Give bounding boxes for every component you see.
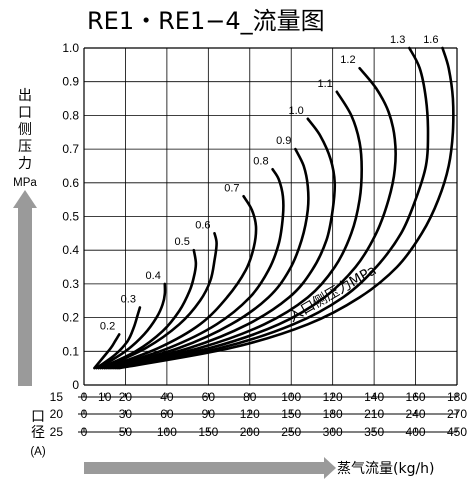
curve-1.6 (117, 46, 455, 370)
curve-0.2 (93, 333, 121, 370)
curve-label: 0.4 (146, 270, 161, 282)
curve-label: 0.9 (276, 135, 291, 147)
y-tick-label: 0.1 (62, 344, 79, 358)
y-label-char: 侧 (18, 122, 32, 138)
port-size-value: 20 (50, 407, 64, 421)
y-tick-label: 0.2 (62, 311, 79, 325)
x-tick-label: 250 (281, 425, 301, 439)
x-tick-label: 270 (447, 407, 467, 421)
port-label-unit: (A) (30, 446, 46, 458)
x-tick-label: 90 (202, 407, 216, 421)
y-tick-label: 0.6 (62, 176, 79, 190)
curve-0.9 (107, 147, 310, 370)
x-tick-label: 120 (323, 390, 343, 404)
port-label-char: 径 (31, 425, 45, 441)
curve-1.0 (109, 117, 337, 370)
curve-0.5 (99, 248, 198, 370)
x-tick-label: 60 (202, 390, 216, 404)
curve-label: 0.8 (253, 155, 268, 167)
curve-label: 0.5 (175, 236, 190, 248)
x-tick-label: 150 (281, 407, 301, 421)
curve-0.8 (105, 168, 285, 370)
port-label-char: 口 (31, 409, 45, 425)
y-tick-label: 0.4 (62, 243, 79, 257)
curve-label: 1.2 (340, 54, 355, 66)
x-tick-label: 300 (323, 425, 343, 439)
x-tick-label: 200 (240, 425, 260, 439)
y-tick-label: 0.9 (62, 75, 79, 89)
y-label-unit: MPa (13, 177, 37, 189)
x-tick-label: 150 (198, 425, 218, 439)
y-label-char: 口 (18, 105, 32, 121)
x-tick-label: 210 (364, 407, 384, 421)
y-tick-label: 1.0 (62, 41, 79, 55)
curve-0.3 (95, 306, 142, 370)
y-label-char: 出 (18, 88, 32, 104)
x-tick-label: 180 (323, 407, 343, 421)
y-label-char: 力 (18, 156, 32, 172)
x-tick-label: 100 (281, 390, 301, 404)
x-tick-label: 10 (98, 390, 112, 404)
x-tick-label: 160 (406, 390, 426, 404)
x-tick-label: 0 (81, 425, 88, 439)
x-tick-label: 450 (447, 425, 467, 439)
x-axis-label: 蒸气流量(kg/h) (337, 461, 435, 477)
port-size-value: 15 (50, 390, 64, 404)
curve-label: 1.1 (318, 78, 333, 90)
curve-label: 0.2 (100, 320, 115, 332)
y-tick-label: 0.8 (62, 108, 79, 122)
curve-1.3 (115, 46, 430, 370)
curve-0.4 (97, 282, 167, 370)
curve-label: 1.6 (423, 34, 438, 46)
curve-label: 0.7 (224, 182, 239, 194)
y-tick-label: 0 (72, 378, 79, 392)
chart-title: RE1・RE1−4_流量图 (87, 7, 325, 35)
x-tick-label: 140 (364, 390, 384, 404)
curve-1.2 (113, 66, 397, 370)
x-axis-arrow (84, 457, 336, 479)
y-axis-arrow (13, 190, 37, 386)
x-tick-label: 100 (157, 425, 177, 439)
curve-1.1 (111, 90, 364, 370)
curve-label: 0.3 (121, 293, 136, 305)
x-tick-label: 0 (81, 407, 88, 421)
curve-labels: 0.2 0.3 0.4 0.5 0.6 0.7 0.8 0.9 1.0 1.1 1.2 1.3 1.6 (100, 34, 439, 332)
x-tick-label: 20 (119, 390, 133, 404)
x-tick-label: 180 (447, 390, 467, 404)
x-tick-label: 40 (160, 390, 174, 404)
port-size-label: 口径 (A) (30, 409, 46, 458)
x-tick-label: 120 (240, 407, 260, 421)
x-tick-label: 400 (406, 425, 426, 439)
curve-label: 1.3 (390, 34, 405, 46)
port-size-value: 25 (50, 425, 64, 439)
grid (83, 47, 458, 386)
x-tick-label: 80 (243, 390, 257, 404)
curves (93, 46, 455, 370)
x-tick-label: 0 (81, 390, 88, 404)
curve-label: 1.0 (289, 105, 304, 117)
y-axis-ticks: 0 0.1 0.2 0.3 0.4 0.5 0.6 0.7 0.8 0.9 1.0 (62, 41, 79, 392)
y-tick-label: 0.7 (62, 142, 79, 156)
curve-0.6 (101, 232, 218, 370)
x-tick-label: 30 (119, 407, 133, 421)
y-tick-label: 0.5 (62, 210, 79, 224)
curve-0.7 (103, 195, 258, 370)
curve-label: 0.6 (195, 219, 210, 231)
y-label-char: 压 (18, 139, 32, 155)
x-tick-label: 240 (406, 407, 426, 421)
y-tick-label: 0.3 (62, 277, 79, 291)
x-tick-label: 50 (119, 425, 133, 439)
x-tick-label: 60 (160, 407, 174, 421)
x-tick-label: 350 (364, 425, 384, 439)
